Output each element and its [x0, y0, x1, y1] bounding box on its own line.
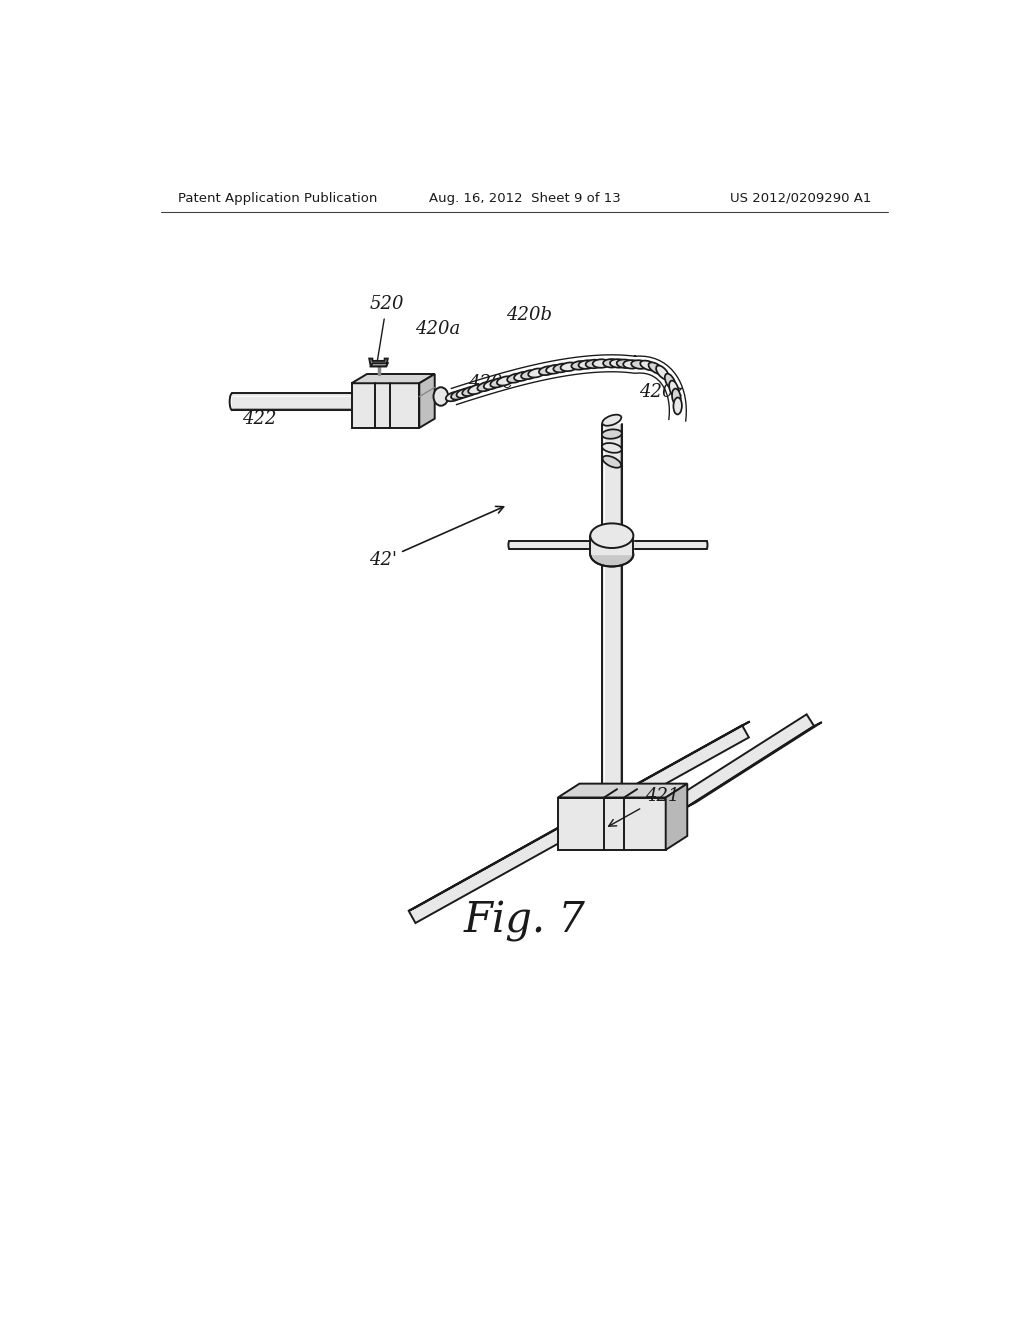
Ellipse shape	[507, 374, 523, 383]
Text: 420z: 420z	[639, 383, 683, 401]
Polygon shape	[558, 784, 687, 797]
Ellipse shape	[497, 376, 513, 385]
Text: 420c: 420c	[468, 374, 512, 392]
Ellipse shape	[616, 359, 634, 368]
Text: US 2012/0209290 A1: US 2012/0209290 A1	[730, 191, 871, 205]
Text: 421: 421	[608, 787, 679, 826]
Ellipse shape	[514, 372, 530, 381]
Ellipse shape	[672, 388, 681, 405]
Ellipse shape	[445, 392, 462, 401]
Ellipse shape	[590, 541, 634, 566]
Ellipse shape	[665, 374, 676, 389]
Polygon shape	[371, 363, 388, 367]
Ellipse shape	[560, 363, 578, 371]
Ellipse shape	[648, 363, 664, 374]
Ellipse shape	[451, 389, 467, 400]
Text: Patent Application Publication: Patent Application Publication	[178, 191, 378, 205]
Ellipse shape	[593, 359, 609, 368]
Text: 422: 422	[243, 411, 276, 428]
Ellipse shape	[590, 523, 634, 548]
Ellipse shape	[546, 364, 563, 374]
Polygon shape	[351, 383, 419, 428]
Ellipse shape	[669, 380, 679, 397]
Polygon shape	[687, 722, 822, 807]
Ellipse shape	[631, 360, 648, 368]
Ellipse shape	[610, 359, 627, 368]
Polygon shape	[419, 374, 435, 428]
Ellipse shape	[457, 388, 473, 397]
Ellipse shape	[528, 368, 545, 378]
Polygon shape	[370, 359, 388, 367]
Ellipse shape	[468, 384, 484, 395]
Polygon shape	[409, 725, 749, 923]
Ellipse shape	[462, 387, 478, 396]
Ellipse shape	[640, 360, 656, 371]
Ellipse shape	[602, 455, 622, 467]
Text: 420a: 420a	[416, 319, 461, 338]
Ellipse shape	[521, 370, 538, 379]
Polygon shape	[558, 797, 666, 850]
Ellipse shape	[571, 362, 588, 370]
Text: Fig. 7: Fig. 7	[464, 900, 586, 941]
Ellipse shape	[433, 387, 449, 405]
Polygon shape	[409, 722, 750, 911]
Text: 520: 520	[370, 294, 403, 313]
Ellipse shape	[490, 378, 507, 388]
Text: 420b: 420b	[506, 306, 552, 325]
Polygon shape	[680, 714, 814, 807]
Polygon shape	[666, 784, 687, 850]
Ellipse shape	[483, 380, 500, 389]
Ellipse shape	[602, 429, 622, 438]
Ellipse shape	[674, 397, 682, 414]
Polygon shape	[351, 374, 435, 383]
Text: Aug. 16, 2012  Sheet 9 of 13: Aug. 16, 2012 Sheet 9 of 13	[429, 191, 621, 205]
Text: 42': 42'	[370, 507, 504, 569]
Ellipse shape	[553, 363, 570, 372]
Ellipse shape	[579, 360, 595, 368]
Ellipse shape	[602, 414, 622, 426]
Ellipse shape	[656, 366, 669, 380]
Ellipse shape	[602, 444, 622, 453]
Ellipse shape	[539, 366, 556, 375]
Ellipse shape	[477, 381, 494, 391]
Ellipse shape	[624, 360, 640, 368]
Ellipse shape	[586, 359, 602, 368]
Ellipse shape	[603, 359, 621, 367]
